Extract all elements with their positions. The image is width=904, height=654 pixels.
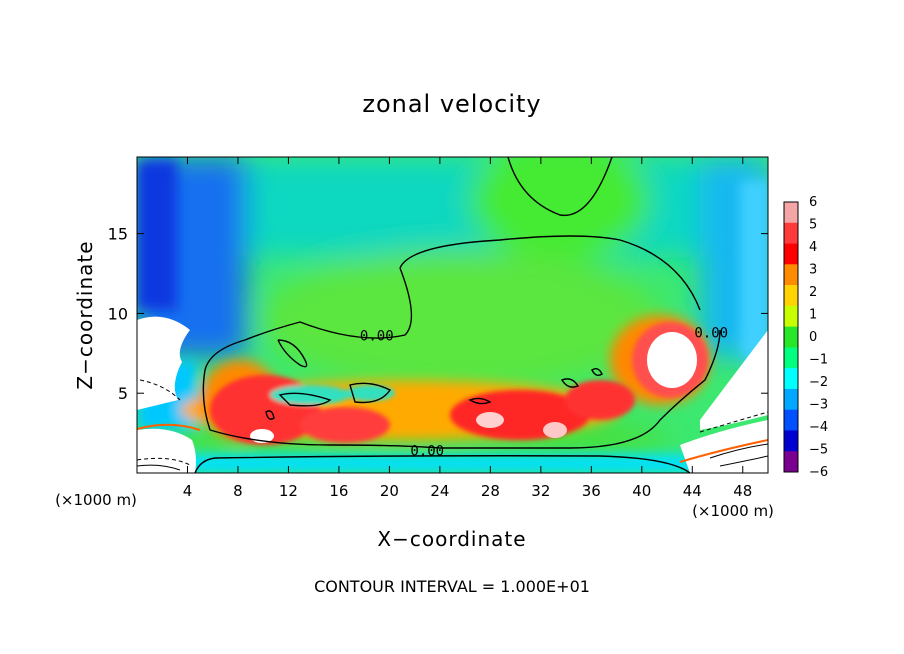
x-tick-label: 32: [531, 482, 550, 500]
x-tick-label: 20: [380, 482, 399, 500]
colorbar-swatch: [784, 285, 798, 307]
colorbar-tick-label: 3: [809, 263, 817, 278]
plot-frame: [136, 156, 769, 474]
x-tick-label: 12: [279, 482, 298, 500]
x-tick-label: 28: [481, 482, 500, 500]
colorbar-tick-label: −5: [809, 443, 828, 458]
contour-interval-note: CONTOUR INTERVAL = 1.000E+01: [314, 577, 590, 596]
colorbar-tick-label: 4: [809, 240, 817, 255]
chart-title: zonal velocity: [362, 90, 541, 118]
colorbar-frame: [783, 201, 799, 473]
colorbar-swatch: [784, 243, 798, 265]
contour-label: 0.00: [410, 444, 444, 460]
colorbar-tick-label: 0: [809, 330, 817, 345]
x-tick-label: 40: [632, 482, 651, 500]
colorbar: 6 5 4 3 2 1 0 −1 −2 −3 −4 −5 −6: [783, 195, 828, 480]
x-unit-label-right: (×1000 m): [692, 502, 774, 520]
colorbar-swatch: [784, 430, 798, 452]
colorbar-swatch: [784, 326, 798, 348]
heatmap-field: [137, 157, 768, 473]
colorbar-swatch: [784, 409, 798, 431]
y-tick-label: 15: [108, 225, 128, 244]
colorbar-swatch: [784, 202, 798, 224]
colorbar-tick-label: 6: [809, 195, 817, 210]
x-unit-label-left: (×1000 m): [55, 491, 137, 509]
colorbar-swatch: [784, 222, 798, 244]
y-axis-ticks: 5 10 15: [108, 225, 768, 403]
x-tick-label: 8: [233, 482, 243, 500]
colorbar-swatch: [784, 264, 798, 286]
colorbar-tick-label: 5: [809, 218, 817, 233]
y-axis-label: Z−coordinate: [73, 240, 97, 389]
y-tick-label: 10: [108, 304, 128, 323]
x-axis-label: X−coordinate: [377, 527, 526, 551]
colorbar-tick-label: 1: [809, 308, 817, 323]
x-tick-label: 36: [582, 482, 601, 500]
contour-lines: [137, 157, 768, 473]
colorbar-tick-label: −4: [809, 420, 828, 435]
colorbar-swatch: [784, 305, 798, 327]
contour-labels: 0.00 0.00 0.00: [360, 326, 728, 460]
x-tick-label: 48: [733, 482, 752, 500]
x-tick-label: 16: [329, 482, 348, 500]
x-axis-ticks: 4 8 12 16 20 24 28 32 36 40 44 48: [183, 157, 752, 500]
colorbar-tick-label: 2: [809, 285, 817, 300]
contour-label: 0.00: [360, 329, 394, 345]
colorbar-tick-label: −6: [809, 465, 828, 480]
contour-label: 0.00: [694, 326, 728, 342]
colorbar-swatch: [784, 388, 798, 410]
colorbar-tick-label: −1: [809, 353, 828, 368]
colorbar-swatch: [784, 347, 798, 369]
x-tick-label: 44: [683, 482, 702, 500]
x-tick-label: 24: [430, 482, 449, 500]
colorbar-tick-label: −2: [809, 375, 828, 390]
colorbar-swatch: [784, 451, 798, 473]
colorbar-swatch: [784, 368, 798, 390]
x-tick-label: 4: [183, 482, 193, 500]
y-tick-label: 5: [118, 384, 128, 403]
colorbar-tick-label: −3: [809, 398, 828, 413]
